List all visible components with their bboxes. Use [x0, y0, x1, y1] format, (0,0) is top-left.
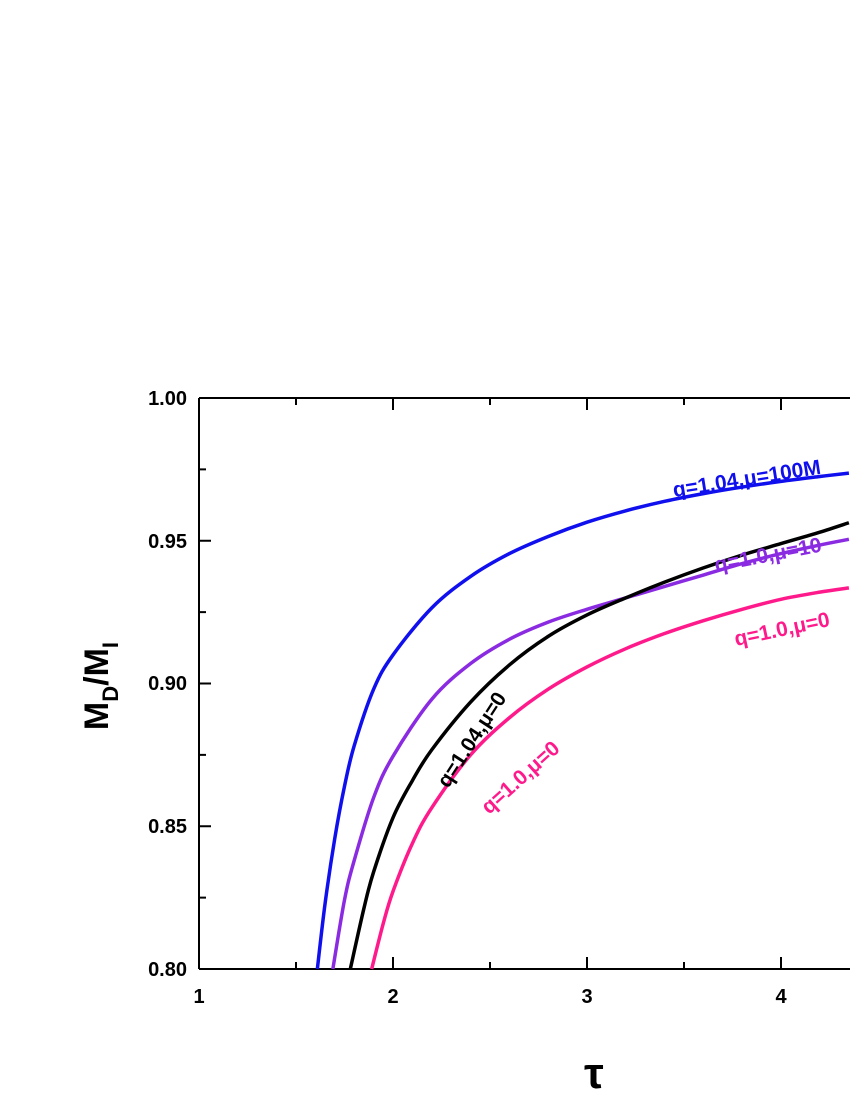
y-axis-title-sub2: I [98, 642, 123, 648]
series-label-black: q=1.04,μ=0 [433, 688, 511, 792]
x-tick-label-4: 4 [775, 986, 787, 1008]
y-tick-labels: 0.80 0.85 0.90 0.95 1.00 [148, 388, 187, 981]
y-axis-title: MD/MI [78, 642, 123, 730]
series-label-blue: q=1.04,μ=100M [671, 456, 822, 502]
y-axis-title-sub1: D [98, 686, 123, 702]
y-tick-label-095: 0.95 [148, 531, 187, 553]
y-tick-label-085: 0.85 [148, 816, 187, 838]
series-label-pink-right: q=1.0,μ=0 [732, 608, 832, 651]
y-tick-label-090: 0.90 [148, 673, 187, 695]
y-axis-title-sep: /M [78, 648, 116, 686]
series-lines [315, 471, 850, 970]
x-axis-title: τ [584, 1049, 604, 1098]
series-line-2 [348, 521, 850, 970]
series-line-3 [369, 586, 850, 970]
series-label-purple: q=1.0,μ=10 [713, 534, 824, 577]
y-tick-label-080: 0.80 [148, 959, 187, 981]
ticks [198, 397, 782, 970]
y-axis-title-main: M [78, 702, 116, 730]
series-line-1 [331, 537, 850, 970]
y-tick-label-100: 1.00 [148, 388, 187, 410]
series-line-0 [315, 471, 850, 970]
x-tick-label-1: 1 [193, 986, 204, 1008]
series-label-pink: q=1.0,μ=0 [477, 737, 564, 819]
x-tick-label-2: 2 [387, 986, 398, 1008]
x-tick-label-3: 3 [581, 986, 592, 1008]
x-tick-labels: 1 2 3 4 [193, 986, 787, 1008]
